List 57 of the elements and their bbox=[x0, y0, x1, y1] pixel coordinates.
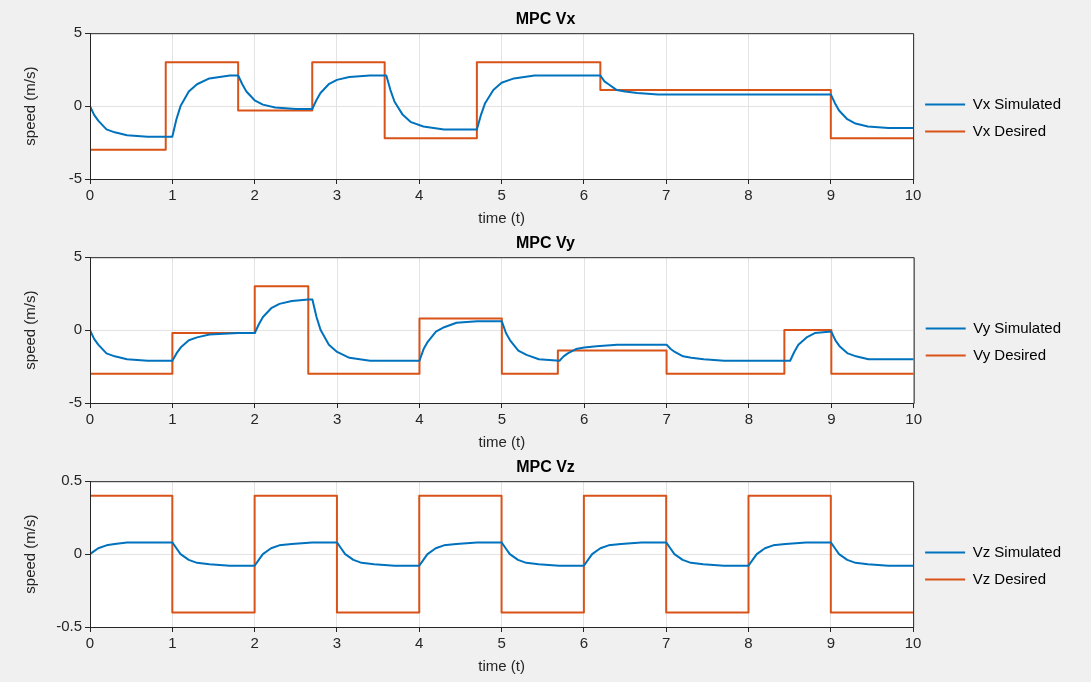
x-tick-label: 9 bbox=[827, 410, 836, 428]
legend-label: Vz Desired bbox=[972, 569, 1046, 587]
x-tick-label: 4 bbox=[415, 634, 424, 652]
x-tick-label: 9 bbox=[826, 634, 835, 652]
x-axis-title: time (t) bbox=[478, 433, 526, 451]
y-tick-label: -5 bbox=[68, 393, 82, 411]
y-tick-label: 0 bbox=[73, 96, 82, 114]
legend-label: Vy Desired bbox=[973, 345, 1046, 363]
x-tick-label: 1 bbox=[168, 410, 177, 428]
y-tick-label: 5 bbox=[73, 23, 82, 41]
x-tick-label: 10 bbox=[905, 410, 923, 428]
x-tick-label: 2 bbox=[250, 186, 259, 204]
x-tick-label: 10 bbox=[904, 186, 922, 204]
x-tick-label: 3 bbox=[332, 186, 342, 204]
x-tick-label: 0 bbox=[85, 634, 95, 652]
chart-title: MPC Vz bbox=[516, 458, 575, 476]
y-tick-label: 0.5 bbox=[61, 471, 82, 489]
legend-label: Vx Simulated bbox=[972, 94, 1061, 112]
y-tick-label: -5 bbox=[68, 169, 82, 187]
x-tick-label: 7 bbox=[662, 186, 671, 204]
legend-label: Vx Desired bbox=[972, 121, 1046, 139]
x-tick-label: 5 bbox=[497, 410, 507, 428]
x-tick-label: 10 bbox=[904, 634, 922, 652]
x-tick-label: 2 bbox=[250, 410, 259, 428]
x-tick-label: 5 bbox=[497, 634, 506, 652]
legend-label: Vy Simulated bbox=[973, 318, 1062, 336]
x-tick-label: 4 bbox=[415, 186, 424, 204]
x-tick-label: 1 bbox=[168, 186, 177, 204]
x-tick-label: 8 bbox=[744, 186, 753, 204]
x-tick-label: 8 bbox=[744, 634, 753, 652]
x-tick-label: 4 bbox=[415, 410, 424, 428]
x-tick-label: 7 bbox=[662, 634, 671, 652]
y-tick-label: 0 bbox=[73, 320, 82, 338]
x-tick-label: 6 bbox=[580, 410, 589, 428]
chart-title: MPC Vx bbox=[515, 10, 576, 28]
x-tick-label: 8 bbox=[744, 410, 754, 428]
x-tick-label: 3 bbox=[332, 634, 342, 652]
x-tick-label: 6 bbox=[579, 186, 589, 204]
x-axis-title: time (t) bbox=[478, 657, 525, 675]
x-tick-label: 6 bbox=[579, 634, 589, 652]
chart-title: MPC Vy bbox=[516, 234, 576, 252]
x-tick-label: 3 bbox=[332, 410, 342, 428]
x-tick-label: 0 bbox=[85, 410, 95, 428]
y-axis-title: speed (m/s) bbox=[21, 66, 39, 146]
y-tick-label: 0 bbox=[73, 544, 82, 562]
y-axis-title: speed (m/s) bbox=[21, 290, 39, 370]
x-tick-label: 0 bbox=[85, 186, 95, 204]
x-tick-label: 5 bbox=[497, 186, 506, 204]
x-axis-title: time (t) bbox=[478, 209, 525, 227]
y-axis-title: speed (m/s) bbox=[21, 514, 39, 594]
x-tick-label: 7 bbox=[662, 410, 671, 428]
y-tick-label: -0.5 bbox=[56, 617, 82, 635]
legend-label: Vz Simulated bbox=[972, 542, 1061, 560]
y-tick-label: 5 bbox=[73, 247, 82, 265]
x-tick-label: 1 bbox=[168, 634, 177, 652]
x-tick-label: 9 bbox=[826, 186, 835, 204]
x-tick-label: 2 bbox=[250, 634, 259, 652]
